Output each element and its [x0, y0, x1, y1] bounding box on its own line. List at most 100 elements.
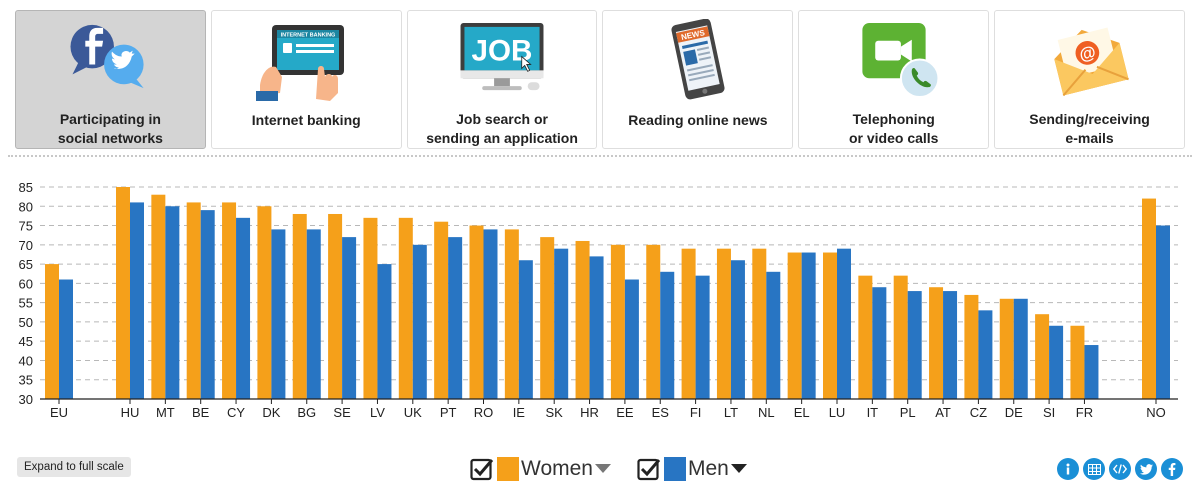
y-axis-ticks: 30 35 40 45 50 55 60 65 70 75 80 85 [19, 180, 33, 407]
bar-men-BG[interactable] [306, 229, 321, 399]
bar-women-AT[interactable] [929, 287, 944, 399]
embed-icon[interactable] [1109, 458, 1131, 480]
bar-women-PL[interactable] [893, 275, 908, 399]
bar-women-MT[interactable] [151, 194, 166, 399]
bar-men-CZ[interactable] [978, 310, 993, 399]
bar-women-LT[interactable] [716, 248, 731, 399]
bar-women-SI[interactable] [1035, 314, 1050, 399]
bar-men-FI[interactable] [695, 275, 710, 399]
bar-women-EL[interactable] [787, 252, 802, 399]
expand-full-scale-button[interactable]: Expand to full scale [17, 457, 131, 477]
bar-men-LT[interactable] [730, 260, 745, 399]
bar-women-CZ[interactable] [964, 294, 979, 399]
bar-men-RO[interactable] [483, 229, 498, 399]
info-icon[interactable] [1057, 458, 1079, 480]
tab-telephoning[interactable]: Telephoning or video calls [798, 10, 990, 149]
bar-women-NL[interactable] [752, 248, 767, 399]
tab-social-networks[interactable]: Participating in social networks [15, 10, 206, 149]
bar-men-PL[interactable] [907, 291, 922, 399]
bar-men-LV[interactable] [377, 264, 392, 399]
x-tick-label: SK [546, 405, 564, 420]
bar-men-IE[interactable] [518, 260, 533, 399]
table-icon[interactable] [1083, 458, 1105, 480]
bar-men-EL[interactable] [801, 252, 816, 399]
checkbox-checked-icon[interactable] [637, 457, 661, 481]
x-tick-label: LU [829, 405, 846, 420]
x-tick-label: HR [580, 405, 599, 420]
bar-men-SK[interactable] [554, 248, 569, 399]
y-tick-label: 70 [19, 238, 33, 253]
legend-item-men[interactable]: Men [637, 457, 747, 481]
bar-women-BE[interactable] [186, 202, 201, 399]
y-tick-label: 45 [19, 334, 33, 349]
dropdown-arrow-icon[interactable] [594, 463, 611, 473]
bars [45, 187, 1170, 399]
bar-men-SI[interactable] [1049, 325, 1064, 399]
bar-men-EU[interactable] [59, 279, 73, 399]
tab-internet-banking[interactable]: INTERNET BANKING Internet banking [210, 10, 402, 149]
bar-women-HR[interactable] [575, 240, 590, 399]
bar-men-DK[interactable] [271, 229, 286, 399]
y-tick-label: 65 [19, 257, 33, 272]
bar-men-MT[interactable] [165, 206, 180, 399]
bar-men-FR[interactable] [1084, 345, 1099, 399]
bar-men-HR[interactable] [589, 256, 604, 399]
tab-reading-news[interactable]: NEWS Reading online news [602, 10, 794, 149]
bar-women-RO[interactable] [469, 225, 484, 399]
legend-swatch-men [663, 457, 686, 481]
bar-men-HU[interactable] [130, 202, 144, 399]
video-call-icon [862, 22, 940, 99]
bar-women-EE[interactable] [610, 244, 625, 399]
bar-women-SK[interactable] [540, 237, 555, 399]
x-tick-label: DE [1005, 405, 1023, 420]
bar-men-AT[interactable] [943, 291, 958, 399]
bar-women-NO[interactable] [1142, 198, 1156, 399]
y-tick-label: 30 [19, 392, 33, 407]
legend-label-women: Women [521, 457, 593, 480]
x-tick-label: UK [404, 405, 422, 420]
bar-men-SE[interactable] [342, 237, 357, 399]
bar-women-PT[interactable] [434, 221, 449, 399]
bar-men-DE[interactable] [1013, 298, 1028, 399]
bar-men-ES[interactable] [660, 271, 675, 399]
bar-women-HU[interactable] [116, 187, 130, 399]
tab-emails[interactable]: @ Sending/receiving e-mails [994, 10, 1185, 149]
bar-men-BE[interactable] [200, 210, 215, 399]
bar-women-BG[interactable] [292, 213, 307, 399]
bar-men-EE[interactable] [624, 279, 639, 399]
bar-women-LV[interactable] [363, 217, 378, 399]
bar-women-DE[interactable] [999, 298, 1014, 399]
tab-label: Job search or sending an application [426, 111, 578, 146]
bar-men-PT[interactable] [448, 237, 463, 399]
x-tick-label: SE [333, 405, 351, 420]
bar-women-IE[interactable] [504, 229, 519, 399]
checkbox-checked-icon[interactable] [470, 457, 494, 481]
bar-men-NO[interactable] [1156, 225, 1170, 399]
bar-women-UK[interactable] [398, 217, 413, 399]
y-tick-label: 80 [19, 199, 33, 214]
bar-women-LU[interactable] [823, 252, 837, 399]
x-tick-label: AT [935, 405, 951, 420]
bar-women-CY[interactable] [222, 202, 237, 399]
bar-women-SE[interactable] [328, 213, 343, 399]
facebook-icon[interactable] [1161, 458, 1183, 480]
bar-men-LU[interactable] [837, 248, 851, 399]
y-tick-label: 55 [19, 296, 33, 311]
bar-men-IT[interactable] [872, 287, 887, 399]
legend-item-women[interactable]: Women [470, 457, 611, 481]
bar-women-EU[interactable] [45, 264, 59, 399]
tab-label: Participating in social networks [57, 111, 163, 146]
bar-men-UK[interactable] [412, 244, 427, 399]
bar-women-FR[interactable] [1070, 325, 1085, 399]
bar-women-ES[interactable] [646, 244, 661, 399]
bar-women-FI[interactable] [681, 248, 696, 399]
twitter-icon[interactable] [1135, 458, 1157, 480]
x-tick-label: DK [262, 405, 280, 420]
x-tick-label: SI [1043, 405, 1055, 420]
bar-men-NL[interactable] [766, 271, 781, 399]
dropdown-arrow-icon[interactable] [730, 463, 747, 473]
bar-men-CY[interactable] [236, 217, 251, 399]
bar-women-IT[interactable] [858, 275, 873, 399]
tab-job-search[interactable]: JOB Job search or sending an application [406, 10, 598, 149]
bar-women-DK[interactable] [257, 206, 272, 399]
